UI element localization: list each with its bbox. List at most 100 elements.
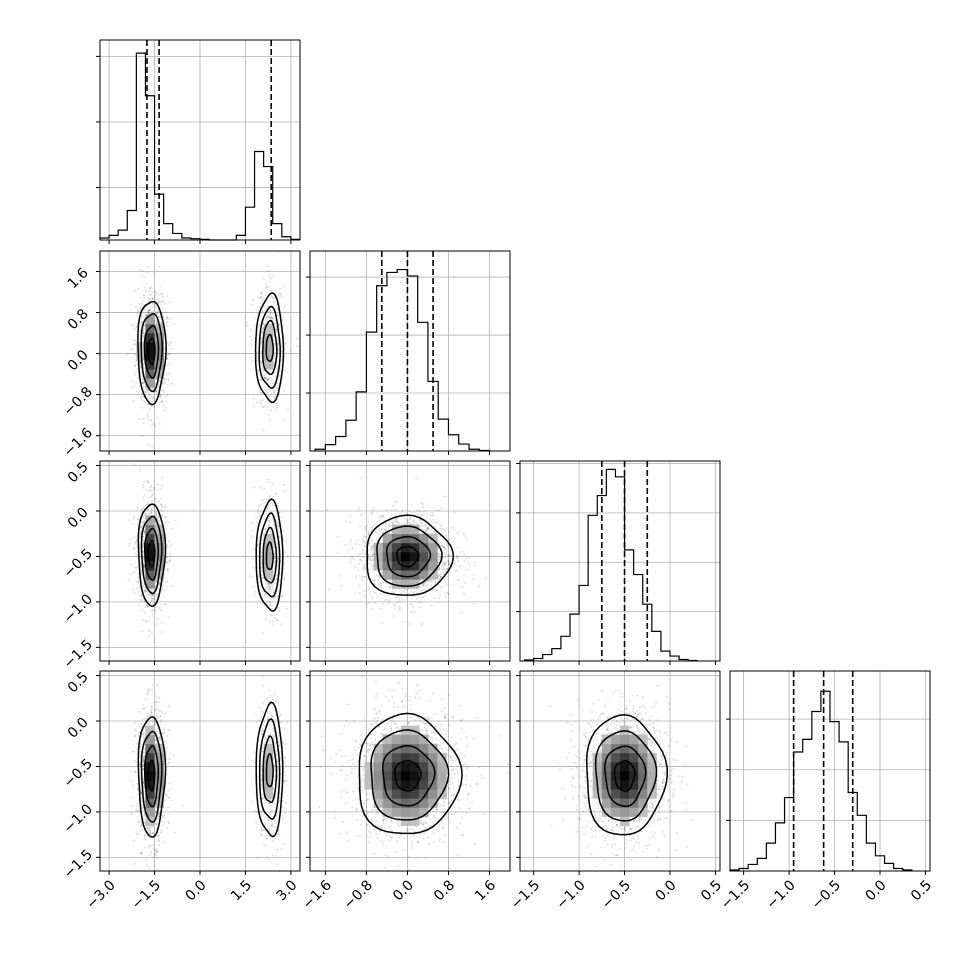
scatter-point [152, 397, 155, 400]
scatter-point [252, 548, 255, 550]
scatter-point [170, 348, 173, 351]
scatter-point [284, 368, 287, 371]
scatter-point [147, 443, 150, 446]
scatter-point [150, 609, 153, 612]
scatter-point [271, 604, 274, 607]
scatter-point [255, 521, 258, 524]
scatter-point [275, 406, 278, 409]
scatter-point [142, 304, 145, 307]
scatter-point [430, 584, 432, 587]
scatter-point [153, 597, 156, 600]
scatter-point [168, 362, 171, 365]
scatter-point [142, 332, 145, 335]
scatter-point [151, 594, 154, 597]
density-cell [410, 579, 420, 589]
scatter-point [153, 296, 156, 299]
scatter-point [420, 523, 423, 526]
scatter-point [423, 588, 426, 591]
scatter-point [443, 529, 446, 532]
scatter-point [142, 329, 145, 332]
scatter-point [147, 312, 150, 314]
scatter-point [164, 407, 167, 409]
scatter-point [262, 306, 265, 308]
scatter-point [155, 514, 158, 517]
scatter-point [166, 357, 169, 360]
scatter-point [371, 554, 374, 557]
scatter-point [393, 603, 395, 606]
density-cell [428, 561, 438, 571]
scatter-point [146, 388, 149, 391]
scatter-point [269, 309, 272, 312]
scatter-point [258, 379, 261, 382]
scatter-point [436, 521, 439, 524]
scatter-point [262, 429, 265, 432]
scatter-point [154, 511, 157, 514]
scatter-point [463, 559, 466, 562]
scatter-point [278, 394, 281, 397]
scatter-point [410, 611, 413, 614]
scatter-point [357, 562, 360, 565]
scatter-point [164, 516, 166, 519]
scatter-point [267, 270, 270, 273]
scatter-point [380, 571, 382, 574]
scatter-point [384, 528, 387, 530]
scatter-point [245, 324, 248, 327]
density-cell [400, 570, 411, 580]
scatter-point [445, 542, 448, 545]
scatter-point [159, 379, 161, 382]
scatter-point [415, 522, 418, 525]
scatter-point [142, 703, 145, 706]
scatter-point [165, 394, 168, 397]
scatter-point [151, 387, 154, 390]
scatter-point [445, 567, 448, 570]
scatter-point [128, 545, 130, 548]
scatter-point [260, 360, 263, 363]
scatter-point [394, 500, 397, 503]
scatter-point [282, 318, 284, 321]
scatter-point [139, 307, 142, 310]
density-cell [373, 551, 384, 562]
scatter-point [374, 530, 377, 533]
scatter-point [267, 378, 270, 381]
density-cell [410, 561, 420, 571]
density-cell [154, 533, 165, 544]
scatter-point [442, 568, 445, 571]
scatter-point [281, 349, 283, 352]
scatter-point [154, 808, 157, 811]
scatter-point [154, 290, 157, 293]
scatter-point [149, 592, 151, 595]
scatter-point [453, 511, 456, 514]
scatter-point [432, 521, 435, 524]
scatter-point [261, 331, 264, 334]
scatter-point [408, 521, 411, 524]
scatter-point [168, 372, 171, 375]
scatter-point [144, 611, 147, 614]
scatter-point [380, 585, 383, 588]
scatter-point [272, 546, 275, 549]
scatter-point [257, 575, 260, 578]
scatter-point [137, 604, 140, 607]
scatter-point [401, 510, 404, 512]
scatter-point [438, 568, 441, 571]
scatter-point [354, 575, 357, 578]
scatter-point [269, 583, 272, 586]
histogram-panel-3 [726, 670, 931, 875]
scatter-point [169, 341, 172, 344]
scatter-point [268, 621, 271, 624]
scatter-point [145, 603, 148, 606]
scatter-point [359, 514, 362, 517]
scatter-point [422, 584, 425, 587]
scatter-point [257, 334, 260, 337]
scatter-point [358, 506, 361, 509]
scatter-point [151, 706, 154, 708]
scatter-point [153, 303, 156, 306]
scatter-point [367, 520, 370, 523]
scatter-point [260, 350, 263, 353]
density-cell [263, 570, 274, 580]
scatter-point [157, 519, 160, 522]
scatter-point [367, 531, 370, 534]
scatter-point [268, 274, 271, 277]
scatter-point [165, 321, 168, 324]
scatter-point [164, 302, 167, 305]
scatter-point [267, 315, 269, 318]
